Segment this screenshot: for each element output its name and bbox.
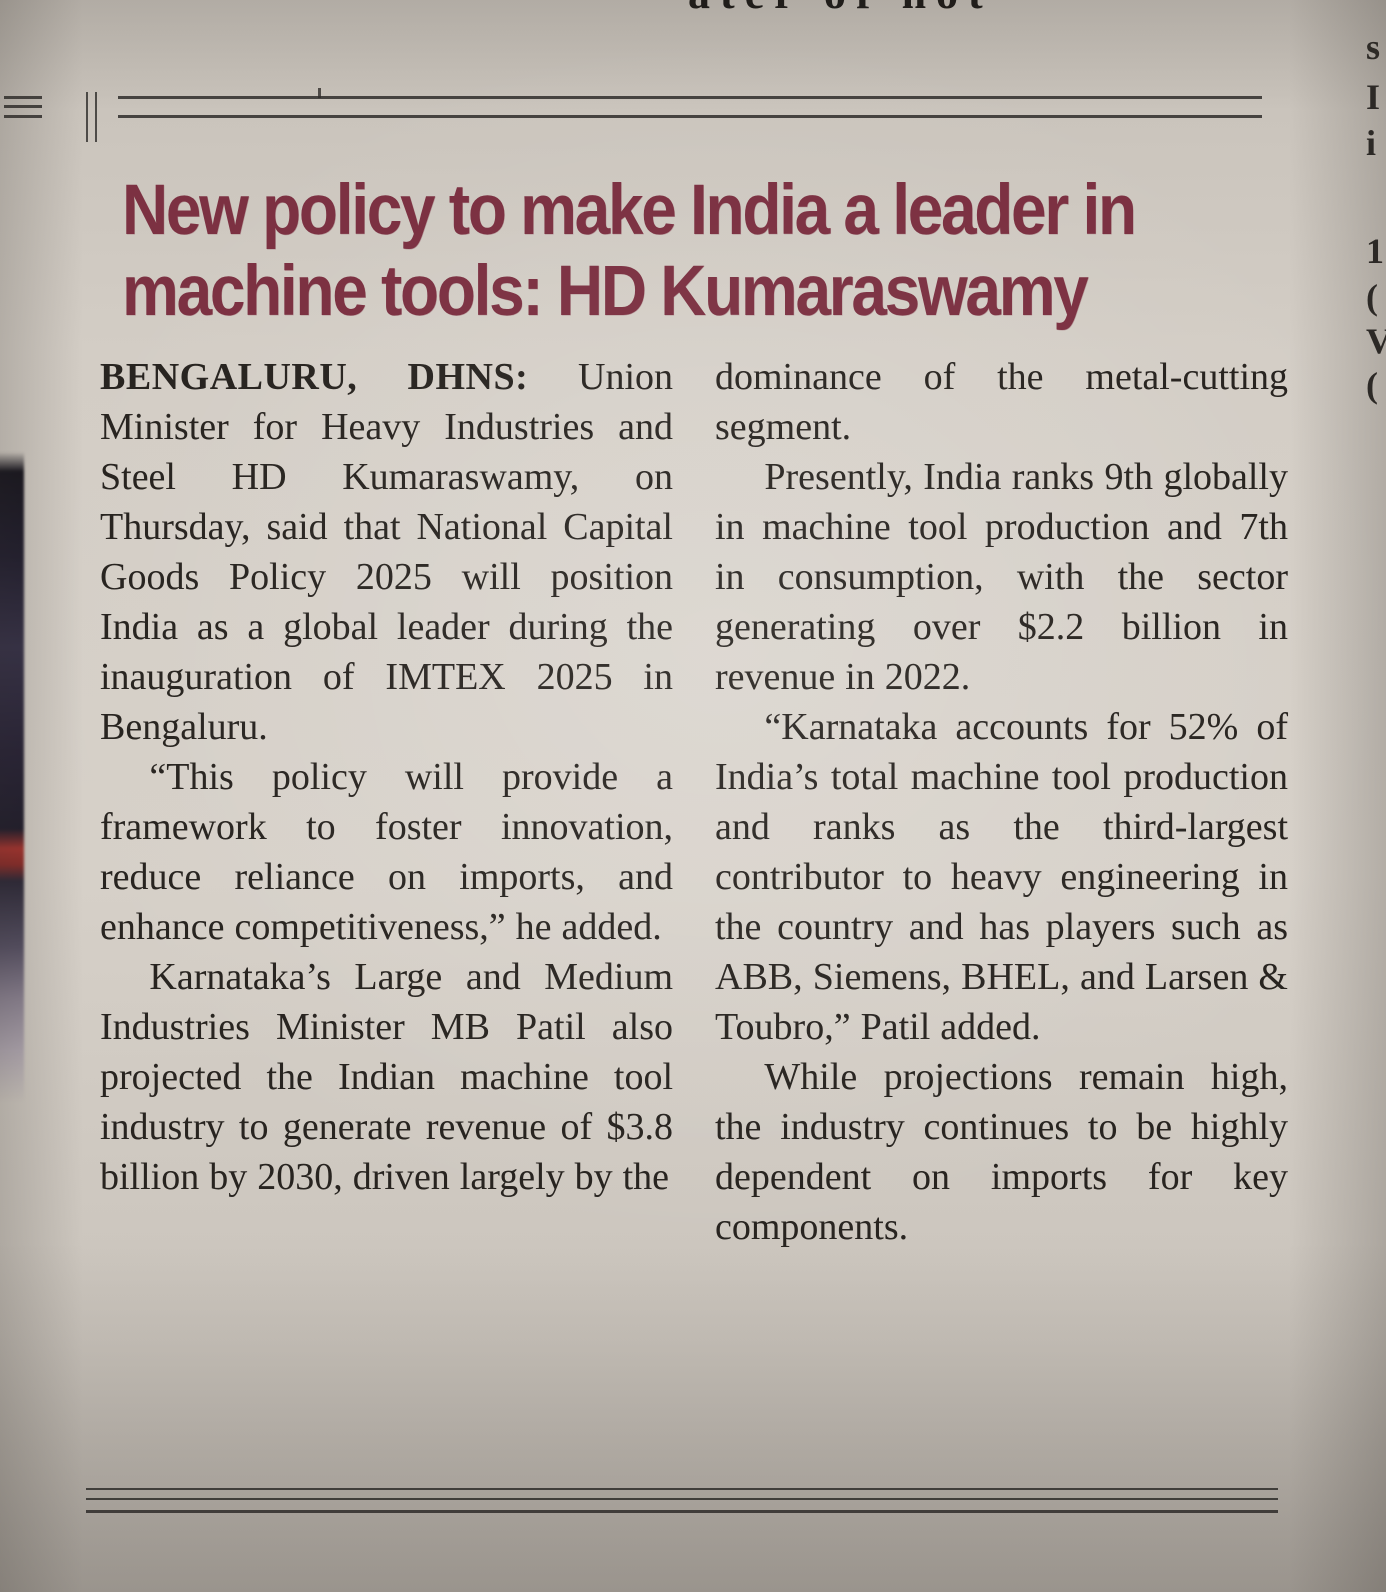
top-left-rule-stub — [4, 96, 42, 118]
adjacent-page-image-fragment — [0, 452, 24, 1102]
bottom-separator-rule — [86, 1488, 1278, 1513]
cutoff-glyph: ( — [1366, 365, 1378, 405]
paragraph-text: Union Minister for Heavy Industries and … — [100, 356, 673, 748]
right-edge-text-fragments: s I i 1 ( V ( — [1360, 0, 1386, 420]
headline-line-1: New policy to make India a leader in — [122, 171, 1137, 250]
paragraph: “Karnataka accounts for 52% of India’s t… — [715, 706, 1288, 1048]
cutoff-glyph: ( — [1366, 277, 1378, 317]
cutoff-glyph: s — [1366, 27, 1381, 67]
paragraph: Presently, India ranks 9th globally in m… — [715, 456, 1288, 698]
article-headline: New policy to make India a leader in mac… — [122, 170, 1247, 332]
cutoff-glyph: I — [1366, 77, 1381, 117]
article-body: BENGALURU, DHNS: Union Minister for Heav… — [100, 352, 1288, 1252]
paragraph-lead: BENGALURU, DHNS: Union Minister for Heav… — [100, 352, 673, 752]
cutoff-glyph: i — [1366, 123, 1377, 163]
column-1: BENGALURU, DHNS: Union Minister for Heav… — [100, 352, 673, 1252]
rule-tick-mark — [318, 88, 321, 98]
paragraph-continuation: dominance of the metal-cutting segment. — [715, 356, 1288, 448]
cutoff-glyph: V — [1366, 321, 1386, 361]
column-divider-stub — [86, 92, 97, 142]
paragraph: “This policy will provide a framework to… — [100, 756, 673, 948]
paragraph: While projections remain high, the indus… — [715, 1056, 1288, 1248]
paragraph: Karnataka’s Large and Medium Industries … — [100, 956, 673, 1198]
cutoff-glyph: 1 — [1366, 231, 1384, 271]
dateline: BENGALURU, DHNS: — [100, 356, 529, 398]
column-2: dominance of the metal-cutting segment. … — [715, 352, 1288, 1252]
top-separator-rule — [118, 96, 1262, 118]
headline-line-2: machine tools: HD Kumaraswamy — [122, 252, 1089, 331]
